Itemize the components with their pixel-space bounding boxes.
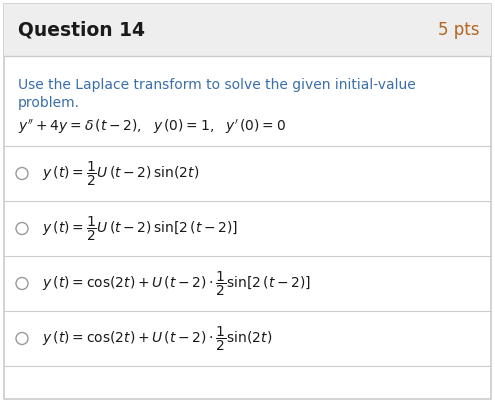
- Text: $y\,(t) = \dfrac{1}{2}U\,(t - 2)\,\sin(2t)$: $y\,(t) = \dfrac{1}{2}U\,(t - 2)\,\sin(2…: [42, 159, 199, 188]
- Text: Question 14: Question 14: [18, 21, 145, 39]
- Text: 5 pts: 5 pts: [438, 21, 479, 39]
- Text: $y\,(t) = \dfrac{1}{2}U\,(t - 2)\,\sin[2\,(t - 2)]$: $y\,(t) = \dfrac{1}{2}U\,(t - 2)\,\sin[2…: [42, 214, 238, 243]
- Text: $y\,(t) = \cos(2t) + U\,(t - 2) \cdot \dfrac{1}{2}\sin[2\,(t - 2)]$: $y\,(t) = \cos(2t) + U\,(t - 2) \cdot \d…: [42, 269, 311, 298]
- Bar: [4, 4, 491, 56]
- Text: $y'' + 4y = \delta\,(t - 2),\ \ y\,(0) = 1,\ \ y'\,(0) = 0$: $y'' + 4y = \delta\,(t - 2),\ \ y\,(0) =…: [18, 118, 286, 136]
- Text: Use the Laplace transform to solve the given initial-value: Use the Laplace transform to solve the g…: [18, 78, 416, 92]
- Text: $y\,(t) = \cos(2t) + U\,(t - 2) \cdot \dfrac{1}{2}\sin(2t)$: $y\,(t) = \cos(2t) + U\,(t - 2) \cdot \d…: [42, 324, 272, 353]
- Text: problem.: problem.: [18, 96, 80, 110]
